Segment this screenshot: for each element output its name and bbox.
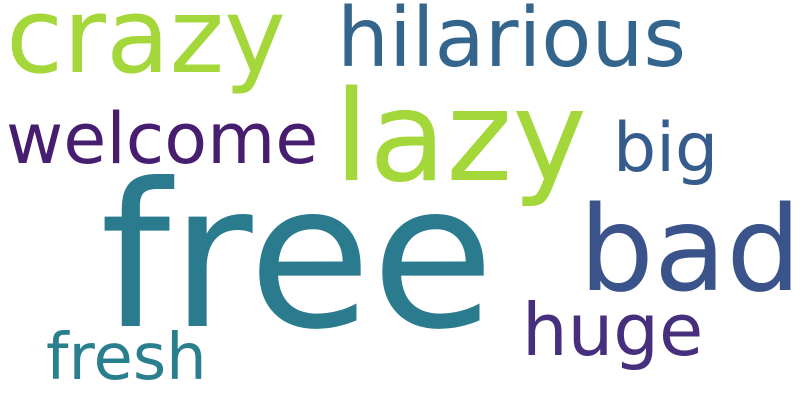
- word-lazy: lazy: [334, 63, 587, 210]
- word-big: big: [613, 109, 719, 188]
- word-bad: bad: [579, 180, 800, 318]
- word-fresh: fresh: [46, 321, 207, 395]
- word-huge: huge: [522, 288, 704, 372]
- word-crazy: crazy: [6, 0, 286, 97]
- word-free: free: [100, 141, 495, 374]
- word-welcome: welcome: [6, 98, 319, 180]
- word-hilarious: hilarious: [337, 0, 687, 86]
